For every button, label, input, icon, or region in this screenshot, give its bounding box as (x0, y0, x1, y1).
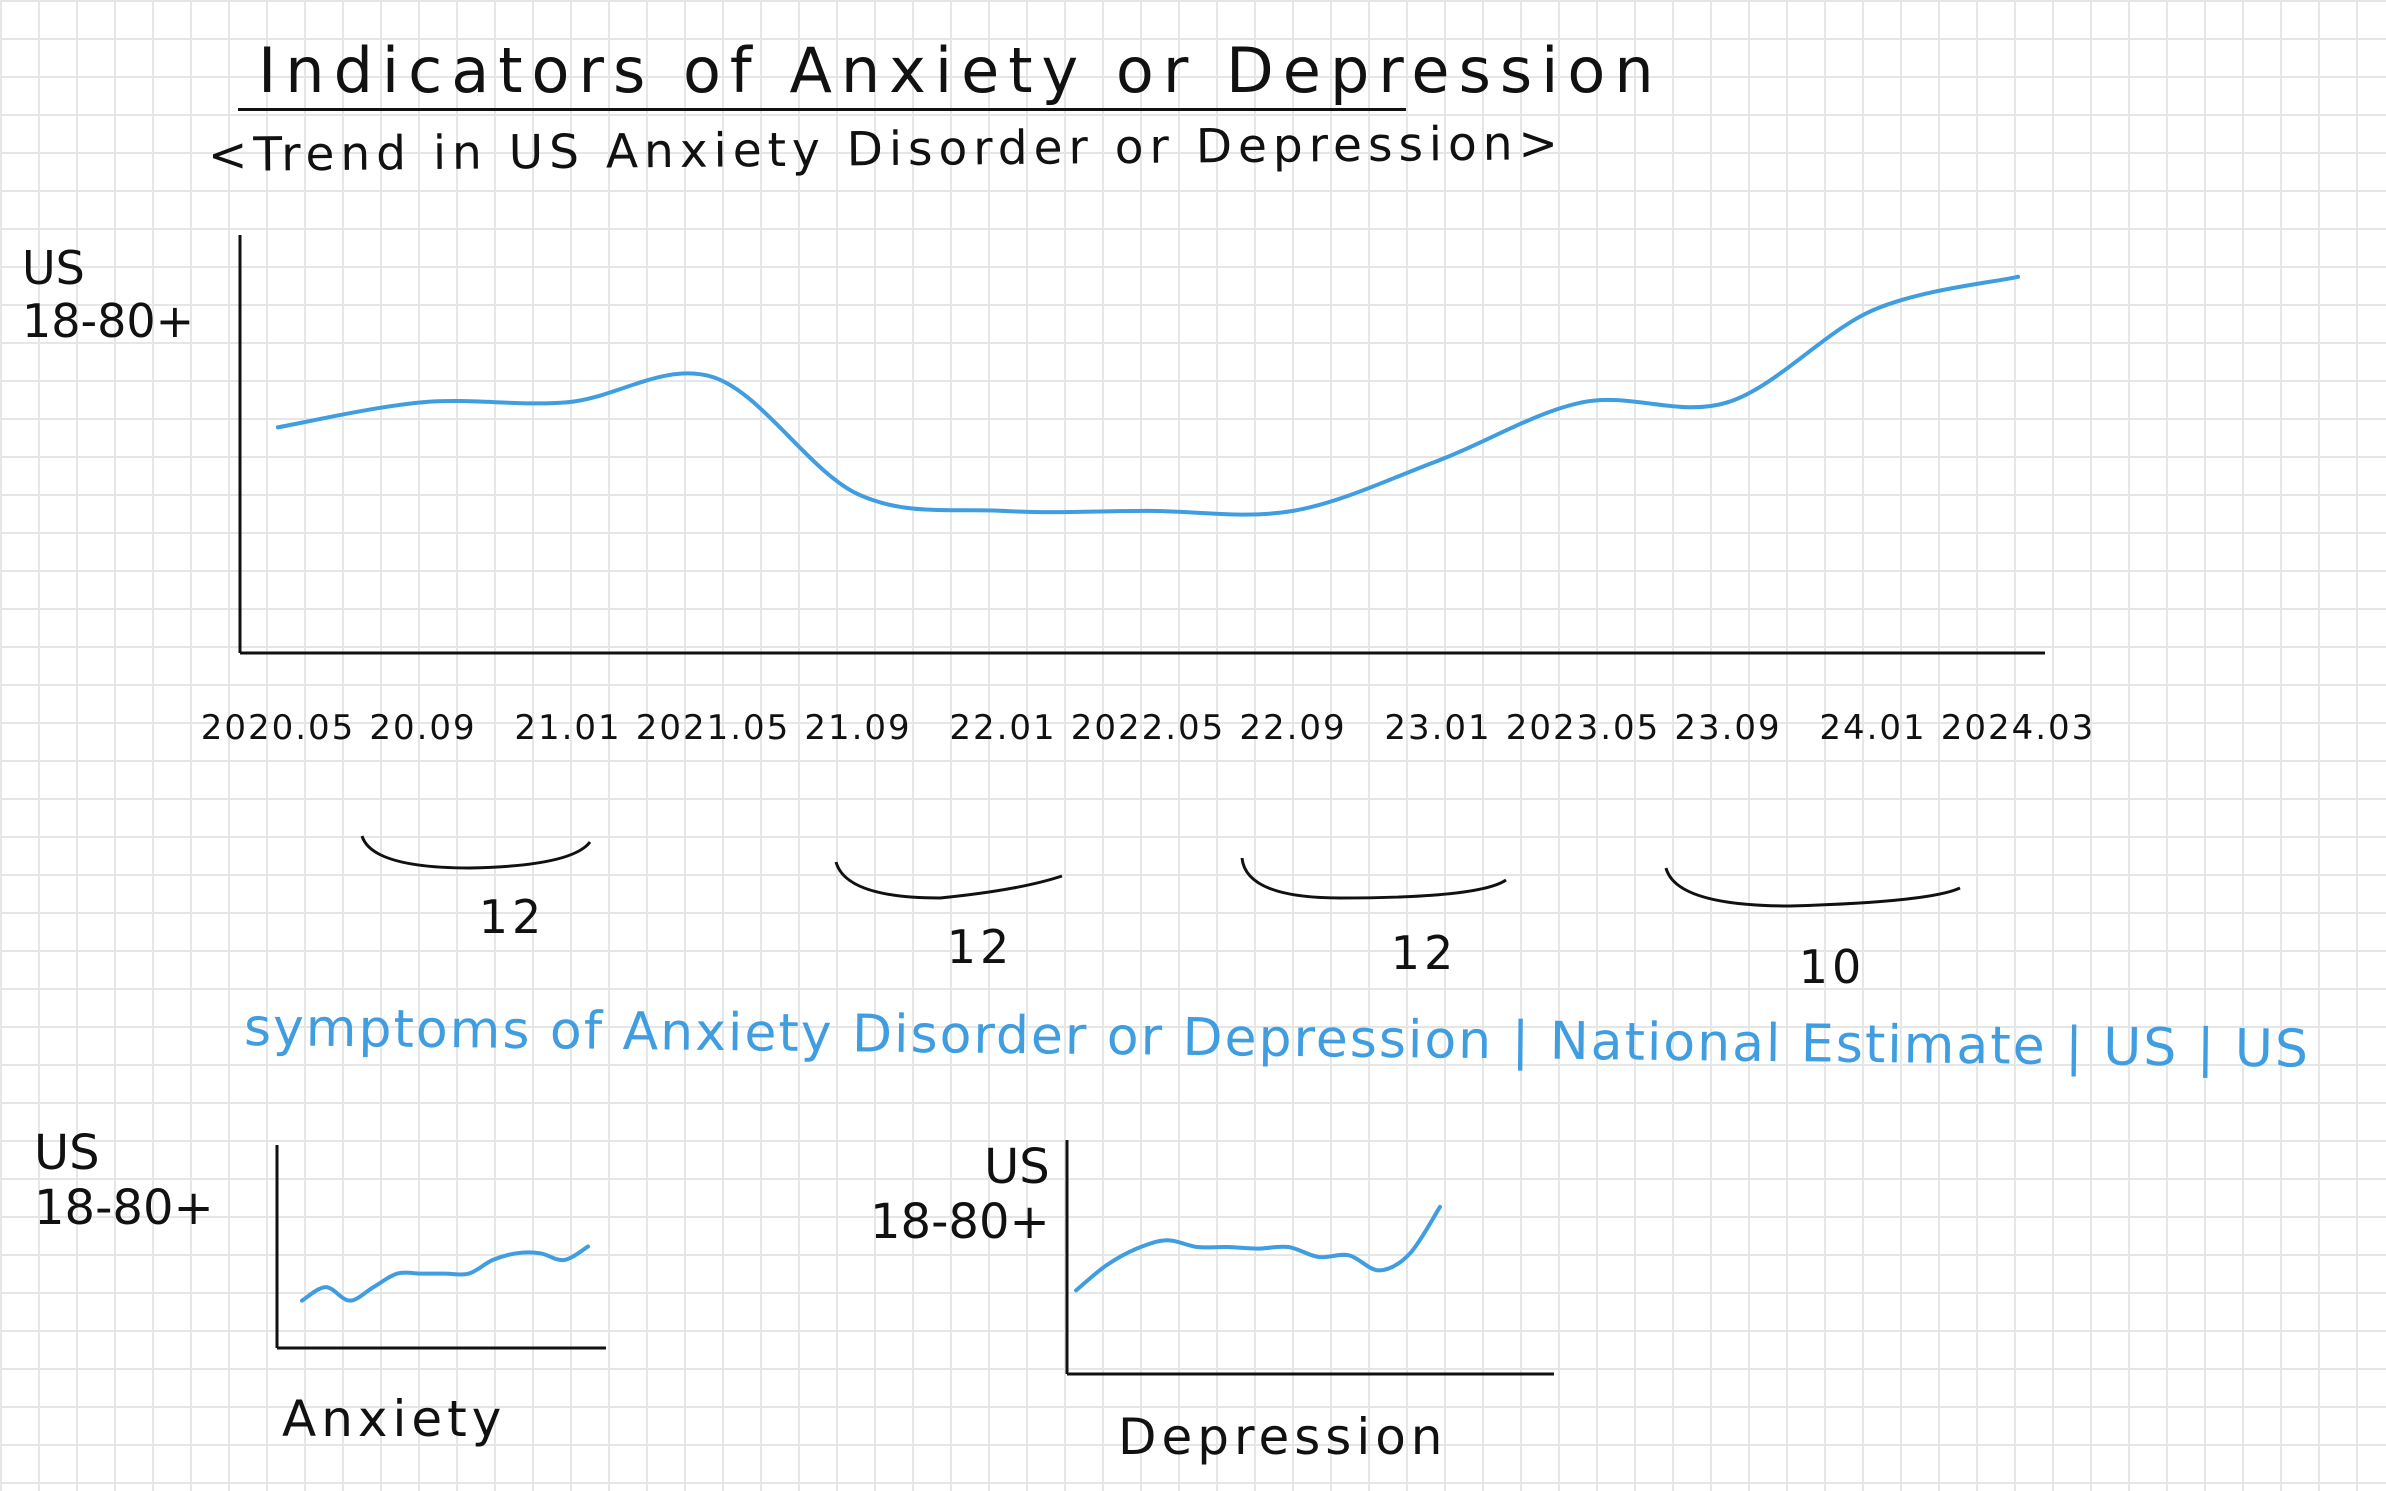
x-tick-label: 24.01 (1819, 708, 1927, 748)
x-tick-label: 21.01 (514, 708, 622, 748)
main-data-point (856, 492, 860, 497)
main-data-point (1436, 458, 1440, 463)
main-data-point (711, 375, 715, 380)
x-tick-label: 2021.05 (635, 708, 791, 748)
main-data-point (1726, 400, 1730, 405)
depression-chart (1065, 1140, 1554, 1376)
depression-y-axis-label: US 18-80+ (870, 1139, 1050, 1251)
x-tick-label: 21.09 (804, 708, 912, 748)
interval-brace-3 (1240, 857, 1507, 900)
main-data-point (2016, 274, 2020, 279)
anxiety-x-label: Anxiety (282, 1390, 507, 1448)
anxiety-series-line (300, 1244, 590, 1303)
depression-series-line (1074, 1204, 1442, 1293)
page-title: Indicators of Anxiety or Depression (258, 34, 1663, 107)
depression-x-label: Depression (1118, 1408, 1448, 1466)
main-data-point (1581, 400, 1585, 405)
main-chart (238, 235, 2045, 655)
main-series-line (276, 274, 2020, 517)
title-underline (238, 108, 1406, 111)
interval-brace-4 (1664, 867, 1961, 908)
main-y-axis-label: US 18-80+ (22, 241, 195, 348)
x-tick-label: 2022.05 (1070, 708, 1226, 748)
x-tick-label: 23.09 (1674, 708, 1782, 748)
interval-braces (360, 835, 1961, 908)
main-data-point (1291, 508, 1295, 513)
anxiety-chart (275, 1145, 606, 1350)
x-tick-label: 2024.03 (1940, 708, 2096, 748)
interval-label: 10 (1798, 940, 1866, 994)
main-data-point (1871, 308, 1875, 313)
interval-label: 12 (946, 920, 1014, 974)
interval-label: 12 (1390, 926, 1458, 980)
main-data-point (1146, 508, 1150, 513)
x-tick-label: 2023.05 (1505, 708, 1661, 748)
interval-brace-1 (360, 835, 592, 870)
main-data-point (276, 425, 280, 430)
main-data-point (1001, 508, 1005, 513)
main-data-point (421, 400, 425, 405)
anxiety-y-axis-label: US 18-80+ (34, 1125, 214, 1237)
x-tick-label: 22.01 (949, 708, 1057, 748)
x-tick-label: 22.09 (1239, 708, 1347, 748)
interval-brace-2 (834, 861, 1063, 900)
main-data-point (566, 400, 570, 405)
x-tick-label: 23.01 (1384, 708, 1492, 748)
x-tick-label: 2020.05 (200, 708, 356, 748)
interval-label: 12 (478, 890, 546, 944)
x-tick-label: 20.09 (369, 708, 477, 748)
main-series-points (276, 274, 2020, 513)
